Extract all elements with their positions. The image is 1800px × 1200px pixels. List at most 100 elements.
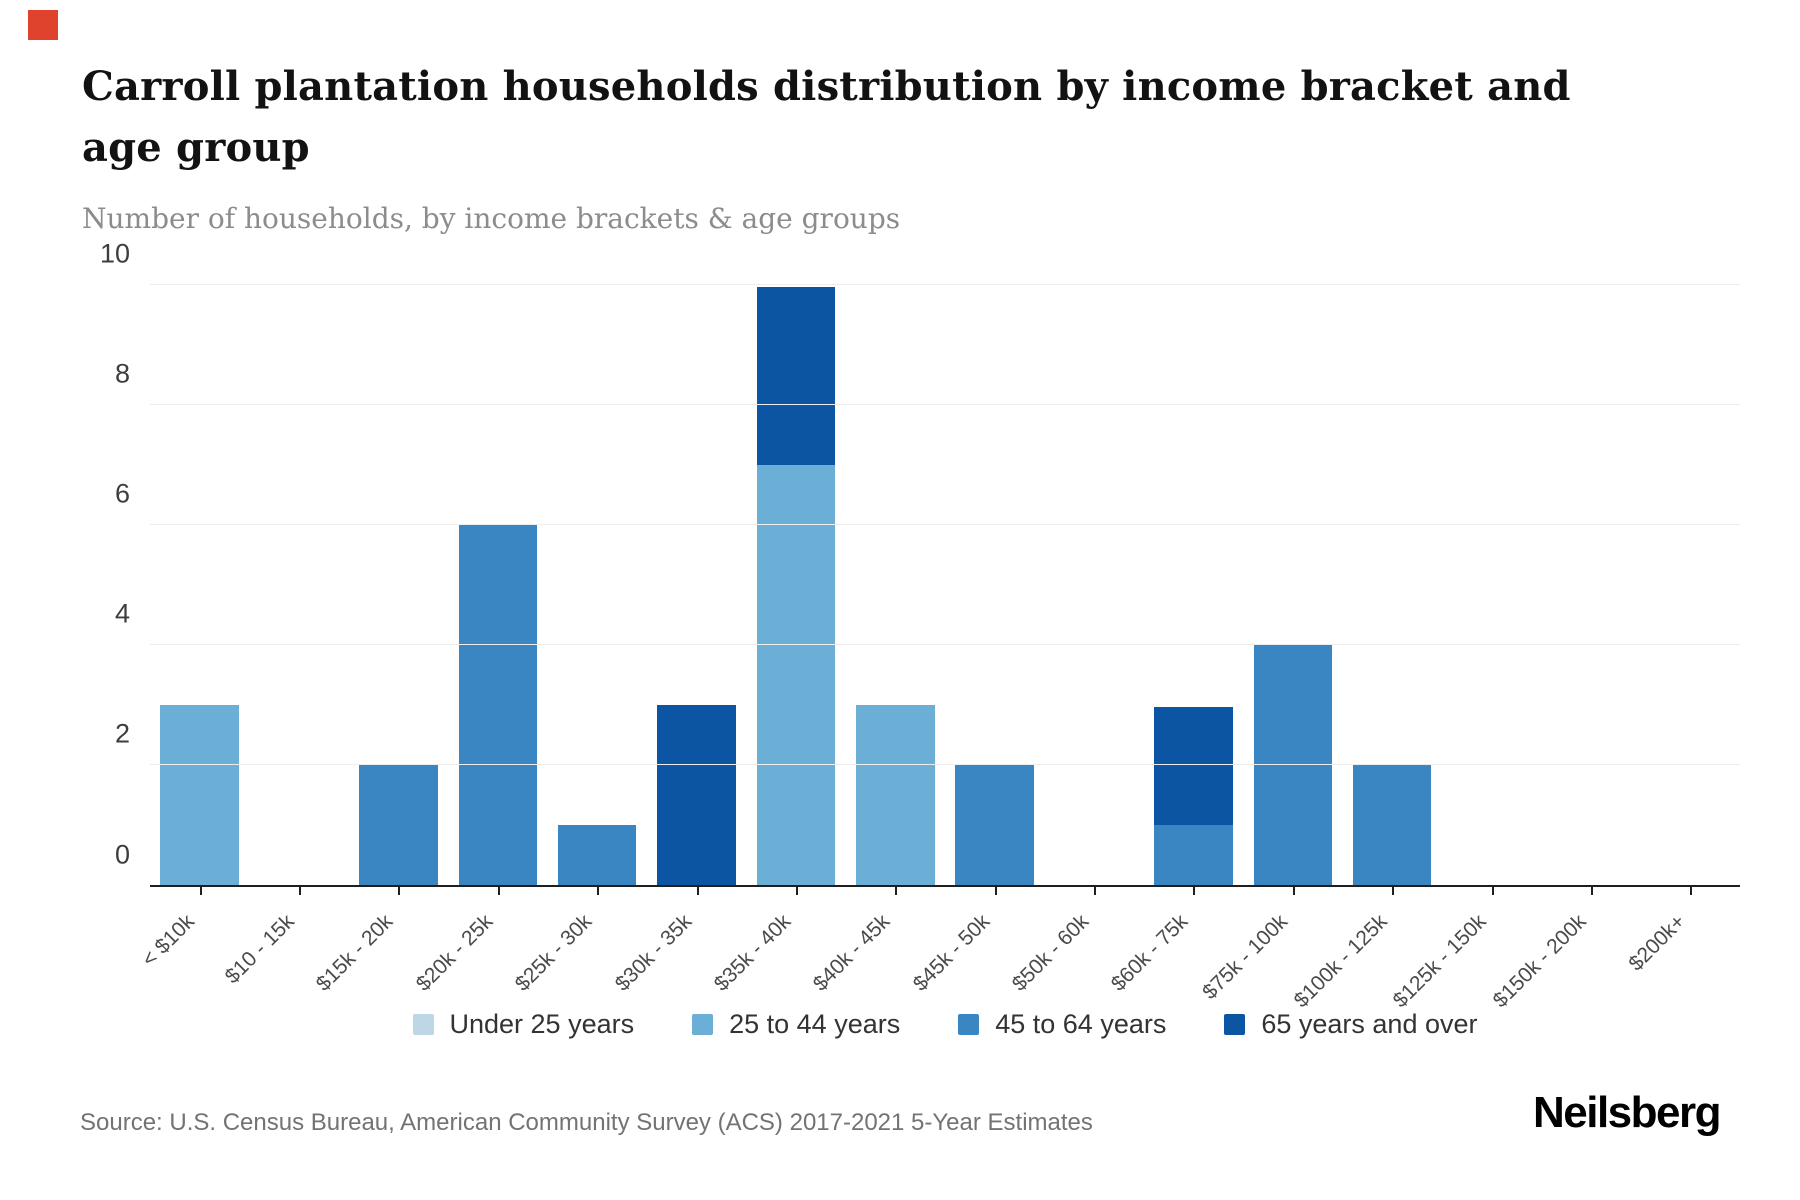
legend-swatch: [958, 1014, 980, 1035]
bar-slot: [1541, 287, 1640, 885]
x-tick-slot: $20k - 25k: [412, 887, 547, 1007]
bar-slot: [746, 287, 845, 885]
x-tick-mark: [795, 887, 798, 895]
gridline-y-8: [150, 404, 1740, 405]
x-tick-slot: $75k - 100k: [1198, 887, 1342, 1007]
x-tick-slot: $60k - 75k: [1107, 887, 1243, 1007]
x-tick-mark: [994, 887, 997, 895]
bar-20k-25k: [458, 525, 538, 885]
bar-slot: [1641, 287, 1740, 885]
bar-segment[interactable]: [856, 705, 935, 885]
bar-slot: [150, 287, 249, 885]
bar-segment[interactable]: [1253, 645, 1333, 885]
x-tick-slot: $100k - 125k: [1289, 887, 1442, 1012]
x-tick-mark: [1590, 887, 1593, 895]
bar-15k-20k: [359, 765, 438, 885]
x-tick-slot: $50k - 60k: [1008, 887, 1143, 1007]
x-tick-slot: $15k - 20k: [312, 887, 448, 1007]
y-tick-label-2: 2: [114, 718, 130, 749]
bar-25k-30k: [557, 825, 637, 885]
bar-slot: [548, 287, 647, 885]
x-tick-slot: $40k - 45k: [809, 887, 945, 1007]
bar-segment[interactable]: [458, 525, 538, 885]
x-tick-mark: [1292, 887, 1295, 895]
plot-area: 0 2 4 6 8 10: [100, 239, 1740, 887]
legend-label: 65 years and over: [1261, 1009, 1478, 1039]
bar-segment[interactable]: [1154, 825, 1233, 885]
chart-footer: Source: U.S. Census Bureau, American Com…: [0, 1088, 1800, 1148]
bar-slot: [647, 287, 746, 885]
x-tick-mark: [199, 887, 202, 895]
bar-slot: [1343, 287, 1442, 885]
brand-logo: Neilsberg: [1532, 1088, 1722, 1137]
page-title-line-1: Carroll plantation households distributi…: [82, 63, 1571, 110]
bar-segment[interactable]: [160, 705, 239, 885]
x-tick-mark: [497, 887, 500, 895]
x-tick-slot: $30k - 35k: [610, 887, 746, 1007]
legend-swatch: [412, 1014, 434, 1035]
gridline-y-4: [150, 644, 1740, 645]
bar-segment[interactable]: [359, 765, 438, 885]
legend-item-65-years-and-over[interactable]: 65 years and over: [1224, 1009, 1478, 1040]
bar-10k: [160, 705, 239, 885]
x-tick-slot: $10 - 15k: [220, 887, 348, 1007]
legend-swatch: [692, 1014, 714, 1035]
bar-35k-40k: [756, 285, 836, 885]
bar-slot: [1144, 287, 1243, 885]
x-tick-mark: [1193, 887, 1196, 895]
bar-75k-100k: [1253, 645, 1333, 885]
x-tick-mark: [299, 887, 302, 895]
legend-label: 25 to 44 years: [729, 1009, 901, 1039]
brand-accent-square: [28, 10, 58, 40]
legend-label: Under 25 years: [449, 1009, 635, 1039]
page-title: Carroll plantation households distributi…: [82, 56, 1720, 178]
legend-label: 45 to 64 years: [995, 1009, 1167, 1039]
x-tick-mark: [1094, 887, 1097, 895]
gridline-y-6: [150, 524, 1740, 525]
bar-45k-50k: [955, 765, 1034, 885]
legend-item-45-to-64-years[interactable]: 45 to 64 years: [958, 1009, 1166, 1040]
x-tick-mark: [696, 887, 699, 895]
x-tick-mark: [1392, 887, 1395, 895]
bar-segment[interactable]: [557, 825, 637, 885]
bar-segment[interactable]: [657, 705, 736, 885]
y-tick-label-4: 4: [114, 598, 130, 629]
chart-subtitle: Number of households, by income brackets…: [82, 202, 901, 235]
bar-60k-75k: [1154, 705, 1233, 885]
x-tick-slot: $200k+: [1624, 887, 1740, 1007]
bar-slot: [249, 287, 348, 885]
bar-slot: [448, 287, 547, 885]
legend-swatch: [1224, 1014, 1246, 1035]
bar-segment[interactable]: [1154, 707, 1233, 825]
chart-header: Carroll plantation households distributi…: [0, 0, 1800, 235]
bar-segment[interactable]: [756, 287, 836, 465]
x-tick-slot: $150k - 200k: [1488, 887, 1640, 1012]
x-tick-slot: $125k - 150k: [1389, 887, 1541, 1012]
bar-segment[interactable]: [955, 765, 1034, 885]
bar-segment[interactable]: [1352, 765, 1432, 885]
x-tick-slot: $25k - 30k: [511, 887, 647, 1007]
x-axis: < $10k $10 - 15k $15k - 20k $20k - 25k $25k …: [138, 887, 1740, 1012]
bar-segment[interactable]: [756, 465, 836, 885]
x-tick-slot: $45k - 50k: [908, 887, 1044, 1007]
source-note: Source: U.S. Census Bureau, American Com…: [80, 1109, 1093, 1136]
legend-item-25-to-44-years[interactable]: 25 to 44 years: [692, 1009, 900, 1040]
bar-slot: [1442, 287, 1541, 885]
gridline-y-10: [150, 284, 1740, 285]
x-tick-mark: [1491, 887, 1494, 895]
y-tick-label-6: 6: [114, 478, 130, 509]
bar-slot: [945, 287, 1044, 885]
y-tick-label-0: 0: [114, 839, 130, 870]
bar-slot: [1243, 287, 1342, 885]
bar-slot: [1044, 287, 1143, 885]
x-tick-mark: [398, 887, 401, 895]
chart-legend: Under 25 years 25 to 44 years 45 to 64 yea…: [150, 1009, 1740, 1040]
bar-30k-35k: [657, 705, 736, 885]
x-tick-mark: [1690, 887, 1693, 895]
y-tick-label-8: 8: [114, 358, 130, 389]
legend-item-under-25-years[interactable]: Under 25 years: [412, 1009, 635, 1040]
y-tick-label-10: 10: [99, 238, 130, 269]
stacked-bar-chart: 0 2 4 6 8 10 < $10k $10 - 15k $15k - 20k $20k - …: [100, 239, 1740, 1040]
x-tick-mark: [895, 887, 898, 895]
